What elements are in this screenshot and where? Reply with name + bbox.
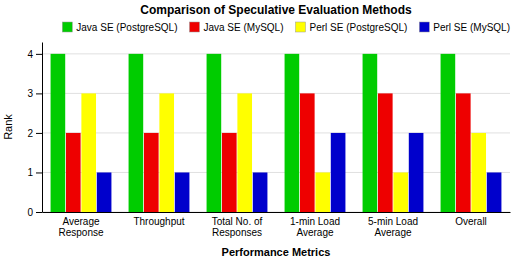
legend-entry: Java SE (PostgreSQL) (62, 22, 177, 33)
tick-label-line: Overall (455, 216, 487, 227)
legend-swatch (419, 22, 429, 32)
axis-line (43, 212, 511, 213)
tick-mark (36, 93, 42, 94)
bars (51, 54, 502, 212)
bar (159, 93, 174, 212)
bar (409, 133, 424, 212)
bar (97, 172, 112, 212)
tick-mark (36, 212, 42, 213)
tick: Throughput (133, 216, 184, 227)
tick-label-line: Response (58, 227, 103, 238)
bar (222, 133, 237, 212)
bar-series (81, 93, 486, 212)
chart-svg: Comparison of Speculative Evaluation Met… (0, 0, 520, 262)
tick: 4 (27, 49, 42, 60)
tick: Overall (455, 216, 487, 227)
bar (441, 54, 456, 212)
tick-label: 3 (27, 88, 33, 99)
tick-label-line: 1-min Load (290, 216, 340, 227)
bar (300, 93, 315, 212)
legend-label: Java SE (PostgreSQL) (76, 22, 177, 33)
tick-label: 1-min LoadAverage (290, 216, 340, 238)
legend-label: Perl SE (PostgreSQL) (310, 22, 408, 33)
tick: 2 (27, 128, 42, 139)
bar-series (51, 54, 456, 212)
tick: 5-min LoadAverage (368, 216, 418, 238)
chart-title: Comparison of Speculative Evaluation Met… (140, 3, 412, 17)
tick-mark (36, 54, 42, 55)
legend-label: Java SE (MySQL) (203, 22, 283, 33)
legend-entry: Perl SE (PostgreSQL) (296, 22, 408, 33)
tick-label: Throughput (133, 216, 184, 227)
bar (315, 172, 330, 212)
bar (331, 133, 346, 212)
axis-line (42, 43, 43, 213)
bar (378, 93, 393, 212)
tick-label-line: Average (62, 216, 100, 227)
bar (144, 133, 159, 212)
tick-label: 5-min LoadAverage (368, 216, 418, 238)
tick: 3 (27, 88, 42, 99)
tick-label-line: Average (374, 227, 412, 238)
bar (51, 54, 66, 212)
grid-line (42, 53, 510, 54)
tick-label-line: Responses (212, 227, 262, 238)
legend-entry: Java SE (MySQL) (189, 22, 283, 33)
bar (285, 54, 300, 212)
bar (81, 93, 96, 212)
legend-label: Perl SE (MySQL) (433, 22, 510, 33)
y-axis-title: Rank (2, 114, 14, 140)
bar-series (97, 133, 502, 212)
bar (129, 54, 144, 212)
tick-label: 1 (27, 167, 33, 178)
tick: AverageResponse (58, 216, 103, 238)
tick-label: 2 (27, 128, 33, 139)
grid-line (42, 212, 510, 213)
x-axis-title: Performance Metrics (222, 246, 331, 258)
x-axis: AverageResponseThroughputTotal No. ofRes… (43, 213, 511, 239)
bar (207, 54, 222, 212)
tick-label-line: Throughput (133, 216, 184, 227)
bar (471, 133, 486, 212)
grid (42, 54, 510, 212)
tick-label: 4 (27, 49, 33, 60)
tick: 1-min LoadAverage (290, 216, 340, 238)
bar (237, 93, 252, 212)
bar (253, 172, 268, 212)
tick-label-line: 5-min Load (368, 216, 418, 227)
bar (363, 54, 378, 212)
tick-label: 0 (27, 207, 33, 218)
legend-swatch (189, 22, 199, 32)
plot-area: 01234AverageResponseThroughputTotal No. … (27, 43, 510, 239)
tick-mark (36, 133, 42, 134)
tick-mark (36, 172, 42, 173)
tick-label-line: Total No. of (212, 216, 263, 227)
legend-swatch (296, 22, 306, 32)
bar (487, 172, 502, 212)
bar-series (66, 93, 471, 212)
legend-swatch (62, 22, 72, 32)
bar (175, 172, 190, 212)
grid-line (42, 132, 510, 133)
tick: Total No. ofResponses (212, 216, 263, 238)
legend: Java SE (PostgreSQL) Java SE (MySQL) Perl … (62, 22, 510, 33)
tick-label: AverageResponse (58, 216, 103, 238)
tick-label-line: Average (296, 227, 334, 238)
y-axis: 0 1 2 3 4 (27, 43, 42, 218)
bar (456, 93, 471, 212)
grid-line (42, 93, 510, 94)
tick: 0 (27, 207, 42, 218)
chart-container: Comparison of Speculative Evaluation Met… (0, 0, 520, 262)
grid-line (42, 172, 510, 173)
bar (66, 133, 81, 212)
tick-label: Total No. ofResponses (212, 216, 263, 238)
legend-entry: Perl SE (MySQL) (419, 22, 510, 33)
bar (393, 172, 408, 212)
tick-label: Overall (455, 216, 487, 227)
tick: 1 (27, 167, 42, 178)
